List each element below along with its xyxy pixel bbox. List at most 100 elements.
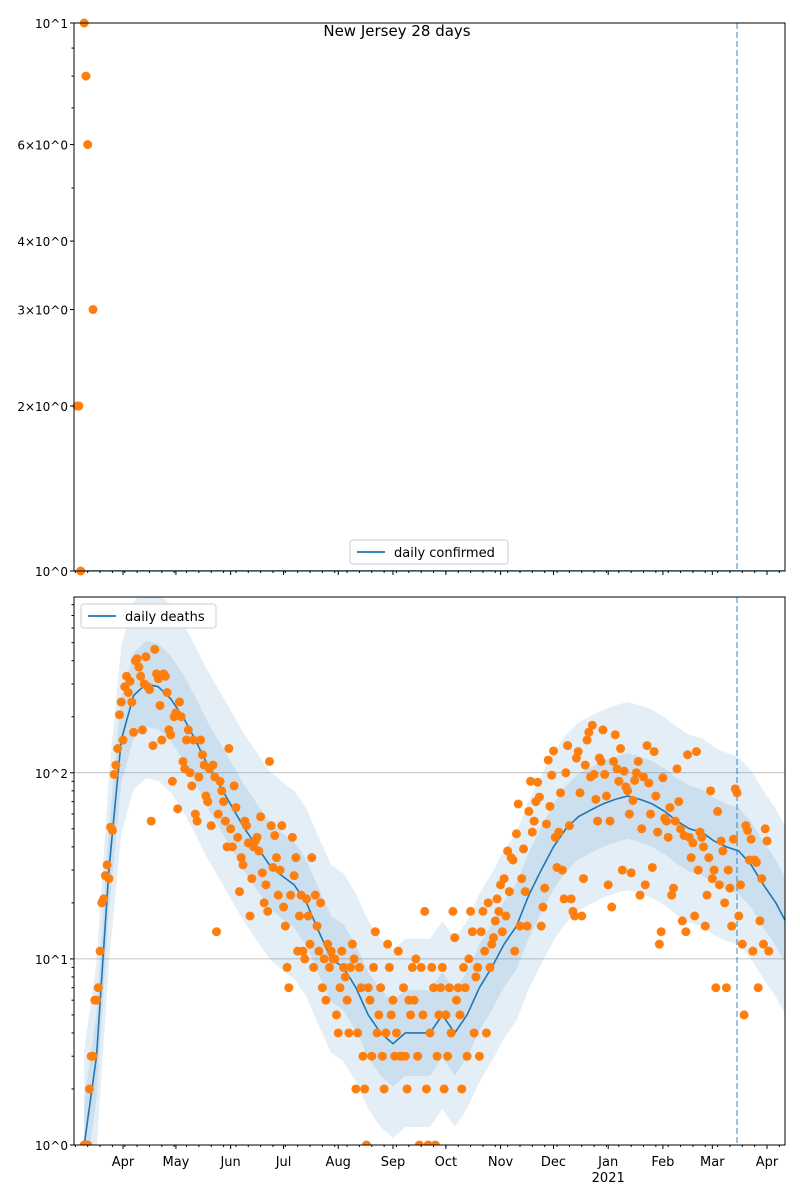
data-point (510, 946, 520, 956)
data-point (324, 962, 334, 972)
data-point (437, 962, 447, 972)
data-point (282, 962, 292, 972)
data-point (467, 927, 477, 937)
data-point (638, 772, 648, 782)
data-point (651, 791, 661, 801)
data-point (356, 983, 366, 993)
data-point (224, 744, 234, 754)
data-point (448, 906, 458, 916)
data-point (129, 727, 139, 737)
data-point (642, 741, 652, 751)
data-point (192, 816, 202, 826)
data-point (144, 685, 154, 695)
data-point (215, 776, 225, 786)
data-point (190, 809, 200, 819)
data-point (653, 827, 663, 837)
data-point (582, 735, 592, 745)
data-point (587, 720, 597, 730)
data-point (663, 832, 673, 842)
data-point (81, 71, 91, 81)
data-point (384, 962, 394, 972)
data-point (279, 902, 289, 912)
data-point (335, 983, 345, 993)
data-point (471, 972, 481, 982)
data-point (460, 983, 470, 993)
data-point (728, 834, 738, 844)
data-point (441, 1010, 451, 1020)
data-point (554, 827, 564, 837)
data-point (162, 687, 172, 697)
data-point (413, 1051, 423, 1061)
data-point (167, 776, 177, 786)
data-point (520, 887, 530, 897)
data-point (584, 727, 594, 737)
plot-area (74, 23, 785, 571)
data-point (430, 1140, 440, 1145)
data-point (429, 983, 439, 993)
data-point (481, 1028, 491, 1038)
data-point (464, 954, 474, 964)
data-point (489, 933, 499, 943)
data-point (402, 1084, 412, 1094)
data-point (247, 874, 257, 884)
data-point (263, 906, 273, 916)
data-point (589, 769, 599, 779)
data-point (476, 927, 486, 937)
data-point (118, 735, 128, 745)
data-point (647, 862, 657, 872)
data-point (399, 983, 409, 993)
data-point (420, 906, 430, 916)
x-tick-label: Feb (651, 1155, 674, 1170)
data-point (637, 824, 647, 834)
data-point (654, 939, 664, 949)
y-tick-label: 10^0 (35, 565, 68, 579)
data-point (732, 788, 742, 798)
data-point (598, 725, 608, 735)
data-point (538, 902, 548, 912)
data-point (383, 939, 393, 949)
data-point (111, 760, 121, 770)
data-point (127, 697, 137, 707)
data-point (92, 995, 102, 1005)
data-point (113, 744, 123, 754)
data-point (344, 1028, 354, 1038)
data-point (340, 972, 350, 982)
data-point (146, 816, 156, 826)
data-point (619, 766, 629, 776)
data-point (393, 946, 403, 956)
data-point (714, 880, 724, 890)
data-point (631, 768, 641, 778)
data-point (367, 1051, 377, 1061)
data-point (635, 890, 645, 900)
x-tick-label: Jan (597, 1155, 618, 1170)
data-point (605, 816, 615, 826)
data-point (494, 906, 504, 916)
data-point (557, 865, 567, 875)
data-point (203, 797, 213, 807)
data-point (346, 962, 356, 972)
data-point (331, 1010, 341, 1020)
data-point (155, 700, 165, 710)
data-point (665, 803, 675, 813)
data-point (300, 954, 310, 964)
data-point (219, 797, 229, 807)
data-point (102, 860, 112, 870)
data-point (623, 786, 633, 796)
data-point (564, 821, 574, 831)
data-point (277, 821, 287, 831)
data-point (264, 756, 274, 766)
data-point (354, 962, 364, 972)
data-point (160, 671, 170, 681)
data-point (727, 921, 737, 931)
data-point (132, 654, 142, 664)
data-point (737, 939, 747, 949)
data-point (670, 816, 680, 826)
data-point (499, 874, 509, 884)
data-point (672, 764, 682, 774)
x-tick-label: Oct (435, 1155, 457, 1170)
data-point (753, 983, 763, 993)
data-point (257, 868, 267, 878)
data-point (764, 946, 774, 956)
data-point (522, 921, 532, 931)
